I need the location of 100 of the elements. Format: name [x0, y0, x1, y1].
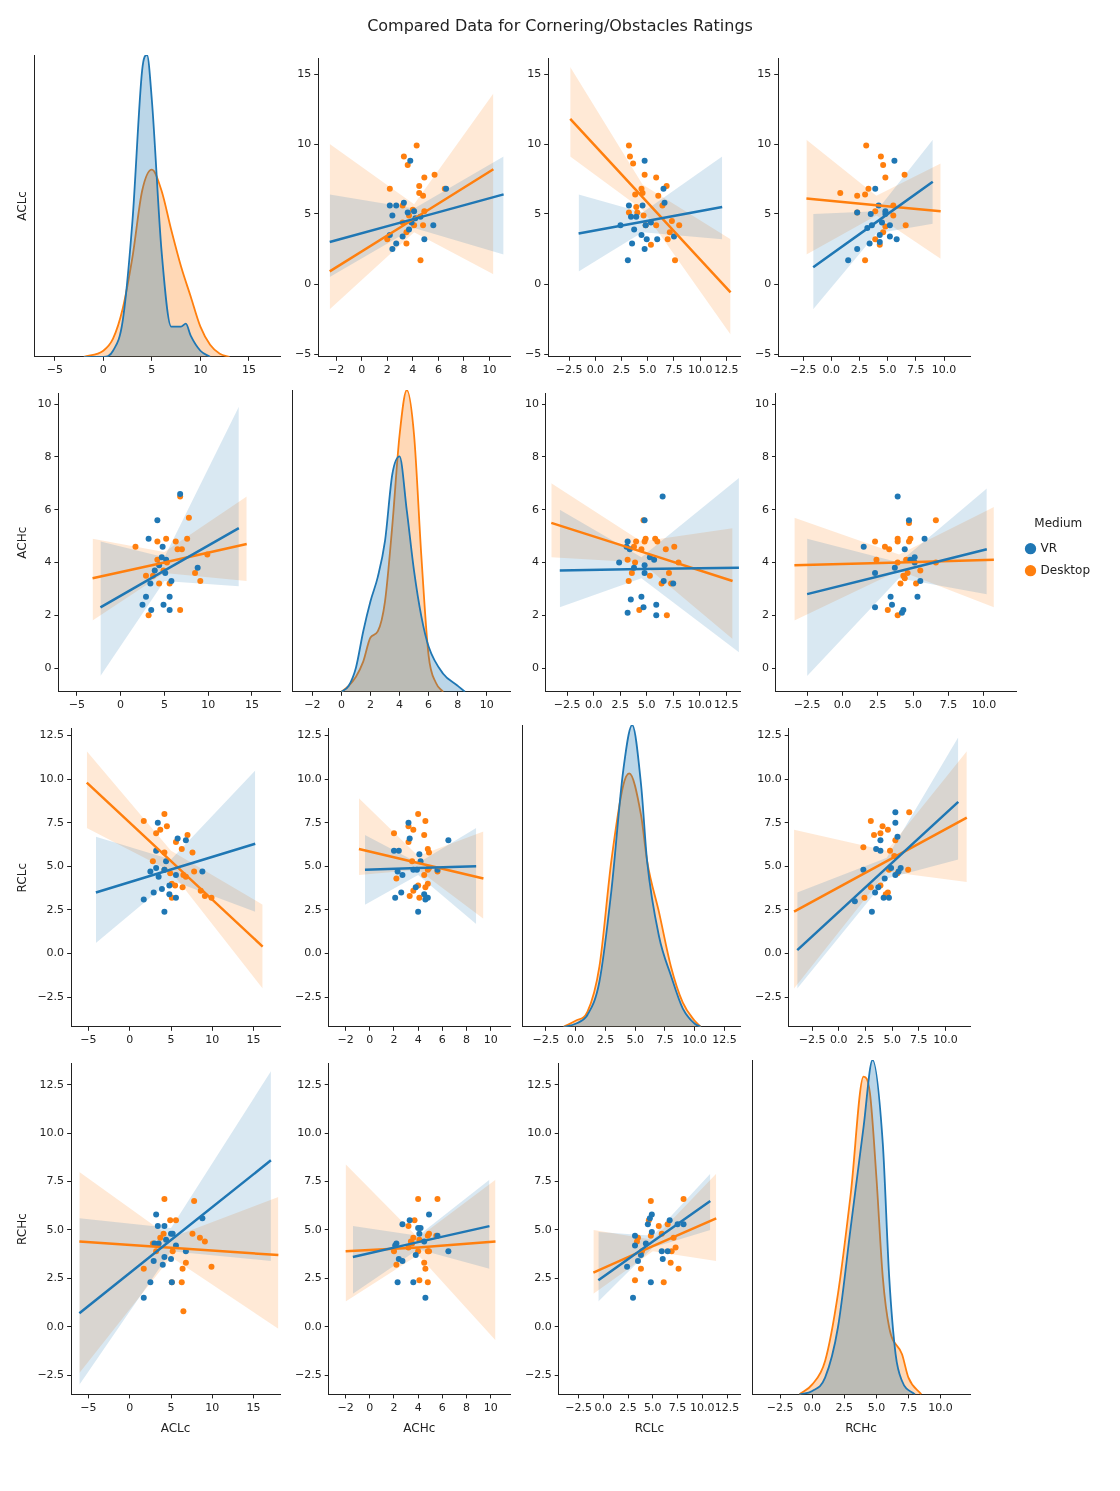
- x-tick-label: 5.0: [639, 363, 657, 377]
- x-tick-label: 0.0: [830, 1033, 848, 1047]
- y-axis-title: ACHc: [15, 526, 30, 559]
- x-tick-label: 10: [201, 698, 216, 712]
- text: Compared Data for Cornering/Obstacles Ratings: [367, 16, 753, 35]
- x-tick-label: 0.0: [566, 1033, 585, 1047]
- y-tick-label: 2.5: [534, 1271, 552, 1285]
- x-tick-label: 8: [460, 363, 468, 377]
- x-tick-label: 12.5: [712, 1033, 737, 1047]
- y-tick-label: 10: [757, 136, 772, 150]
- y-tick-label: 4: [532, 555, 539, 569]
- y-tick-label: 15: [527, 66, 542, 80]
- y-tick-label: 6: [532, 502, 539, 516]
- y-tick-label: 5.0: [764, 859, 782, 873]
- y-tick-label: 8: [762, 449, 769, 463]
- x-tick-label: 0: [366, 1033, 374, 1047]
- y-tick-label: 2.5: [46, 902, 65, 916]
- x-tick-label: 2: [383, 363, 391, 377]
- x-tick-label: 12.5: [714, 1400, 740, 1414]
- y-tick-label: 0.0: [764, 946, 782, 960]
- x-tick-label: 15: [241, 363, 256, 377]
- x-tick-label: 6: [438, 1033, 446, 1047]
- x-tick-label: −2.5: [793, 698, 821, 712]
- x-tick-label: 7.5: [668, 1400, 687, 1414]
- y-tick-label: 4: [762, 555, 769, 569]
- x-tick-label: 2.5: [869, 698, 887, 712]
- x-tick-label: 0.0: [822, 363, 840, 377]
- x-tick-label: 0: [366, 1400, 374, 1414]
- y-tick-label: 15: [757, 66, 772, 80]
- x-tick-label: 5: [148, 363, 156, 377]
- x-tick-label: 7.5: [665, 363, 683, 377]
- x-tick-label: 4: [396, 698, 404, 712]
- x-tick-label: 2.5: [612, 363, 631, 377]
- y-tick-label: 7.5: [764, 815, 782, 829]
- x-tick-label: 10.0: [687, 363, 713, 377]
- x-tick-label: 0: [358, 363, 366, 377]
- y-tick-label: 5.0: [304, 859, 322, 873]
- y-tick-label: 0: [304, 276, 312, 290]
- y-tick-label: 2: [762, 608, 769, 622]
- x-tick-label: 12.5: [713, 698, 739, 712]
- y-tick-label: −5: [755, 346, 772, 360]
- legend-title: Medium: [1034, 516, 1083, 531]
- x-tick-label: 5.0: [904, 698, 922, 712]
- legend-label: VR: [1040, 540, 1058, 555]
- x-tick-label: 15: [246, 1033, 261, 1047]
- y-tick-label: 5.0: [46, 859, 65, 873]
- y-tick-label: 0.0: [304, 1319, 322, 1333]
- y-tick-label: 6: [44, 502, 52, 516]
- x-tick-label: 10.0: [971, 698, 997, 712]
- y-tick-label: 10.0: [39, 1126, 65, 1140]
- x-tick-label: 0: [99, 363, 107, 377]
- y-tick-label: −5: [295, 346, 312, 360]
- y-tick-label: 10: [37, 397, 52, 411]
- y-tick-label: 2: [44, 608, 52, 622]
- x-tick-label: 2: [390, 1400, 398, 1414]
- y-tick-label: 2.5: [764, 902, 782, 916]
- y-tick-label: 7.5: [534, 1174, 552, 1188]
- x-tick-label: 2.5: [856, 1033, 875, 1047]
- x-tick-label: 0.0: [584, 698, 603, 712]
- x-tick-label: 4: [409, 363, 417, 377]
- x-tick-label: 7.5: [656, 1033, 674, 1047]
- x-tick-label: 10.0: [682, 1033, 707, 1047]
- y-tick-label: 12.5: [297, 728, 322, 742]
- y-tick-label: 7.5: [304, 815, 322, 829]
- y-tick-label: 12.5: [757, 728, 782, 742]
- x-tick-label: 4: [414, 1033, 422, 1047]
- x-tick-label: 5.0: [867, 1400, 886, 1414]
- x-tick-label: −2: [328, 363, 345, 377]
- x-tick-label: 7.5: [907, 363, 925, 377]
- y-tick-label: 10: [527, 136, 542, 150]
- x-tick-label: 5.0: [878, 363, 897, 377]
- x-tick-label: 7.5: [939, 698, 958, 712]
- x-axis-title: RCLc: [634, 1420, 665, 1435]
- y-tick-label: 2.5: [304, 1271, 322, 1285]
- x-tick-label: 2.5: [835, 1400, 854, 1414]
- y-tick-label: 5.0: [46, 1222, 65, 1236]
- x-tick-label: 5.0: [637, 698, 656, 712]
- x-tick-label: 7.5: [899, 1400, 918, 1414]
- y-tick-label: 15: [297, 66, 312, 80]
- x-tick-label: −5: [68, 698, 85, 712]
- y-tick-label: −5: [525, 346, 542, 360]
- x-tick-label: 10.0: [690, 1400, 715, 1414]
- y-tick-label: 10.0: [527, 1126, 552, 1140]
- y-tick-label: 0: [762, 660, 769, 674]
- x-tick-label: 0: [337, 698, 345, 712]
- x-tick-label: 10: [479, 698, 494, 712]
- y-tick-label: −2.5: [754, 990, 782, 1004]
- x-tick-label: −5: [80, 1033, 97, 1047]
- y-tick-label: 5: [304, 206, 312, 220]
- x-tick-label: 8: [462, 1033, 470, 1047]
- x-tick-label: 8: [454, 698, 462, 712]
- x-tick-label: 5: [167, 1400, 175, 1414]
- x-tick-label: 10: [193, 363, 208, 377]
- x-tick-label: 4: [414, 1400, 422, 1414]
- y-tick-label: 12.5: [297, 1077, 322, 1091]
- x-tick-label: 10.0: [933, 1033, 958, 1047]
- x-tick-label: 10.0: [931, 363, 957, 377]
- x-tick-label: 15: [246, 1400, 261, 1414]
- x-tick-label: −2.5: [789, 363, 817, 377]
- y-tick-label: 10.0: [39, 772, 65, 786]
